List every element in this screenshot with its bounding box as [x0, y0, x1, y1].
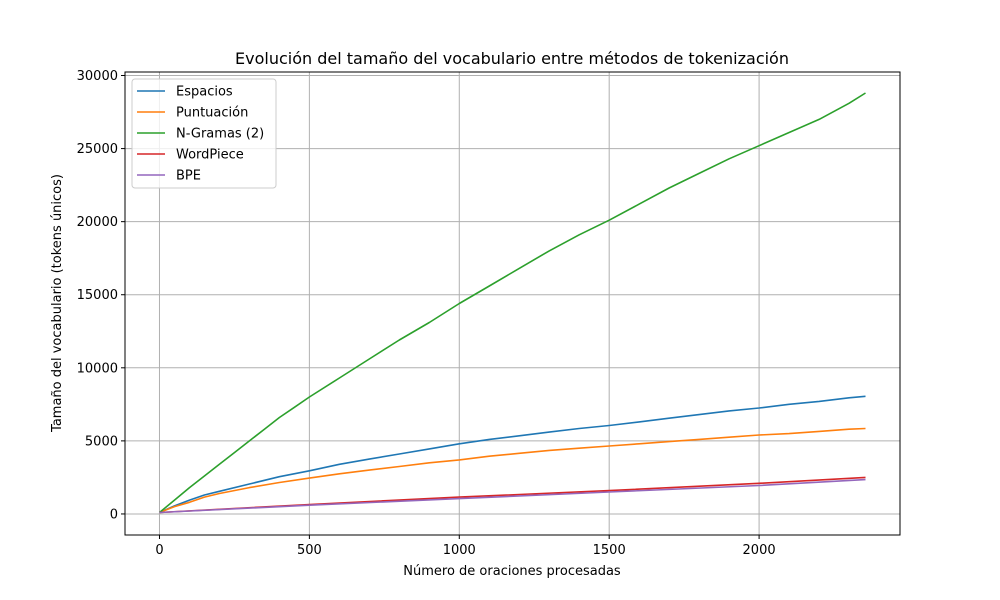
y-axis-label: Tamaño del vocabulario (tokens únicos) [50, 174, 65, 433]
y-tick-label: 5000 [85, 434, 118, 449]
legend: Espacios Puntuación N-Gramas (2) WordPiece B… [131, 78, 277, 189]
x-tick-label: 0 [155, 543, 163, 558]
series-line-n-gramas-2 [158, 92, 866, 514]
y-tick-label: 30000 [77, 69, 118, 84]
legend-label-puntuaci-n: Puntuación [176, 106, 248, 121]
chart-title: Evolución del tamaño del vocabulario ent… [235, 49, 789, 68]
y-tick-label: 25000 [77, 142, 118, 157]
x-tick-label: 1000 [443, 543, 476, 558]
x-tick-label: 1500 [593, 543, 626, 558]
x-axis-ticks: 0 500 1000 1500 2000 [155, 535, 776, 558]
series-line-bpe [159, 478, 866, 514]
legend-label-n-gramas-2: N-Gramas (2) [176, 127, 264, 142]
y-tick-label: 0 [110, 507, 118, 522]
legend-label-bpe: BPE [176, 169, 201, 184]
y-tick-label: 10000 [77, 361, 118, 376]
legend-label-espacios: Espacios [176, 85, 233, 100]
y-tick-label: 20000 [77, 215, 118, 230]
series-line-espacios [159, 395, 866, 514]
series-lines [158, 92, 866, 514]
y-tick-label: 15000 [77, 288, 118, 303]
legend-box [131, 78, 277, 189]
legend-label-wordpiece: WordPiece [176, 148, 244, 163]
series-line-puntuaci-n [159, 427, 866, 514]
y-axis-ticks: 0 5000 10000 15000 20000 25000 30000 [77, 69, 125, 522]
x-tick-label: 500 [297, 543, 322, 558]
x-axis-label: Número de oraciones procesadas [403, 564, 621, 579]
x-tick-label: 2000 [743, 543, 776, 558]
plot-frame [124, 71, 901, 536]
